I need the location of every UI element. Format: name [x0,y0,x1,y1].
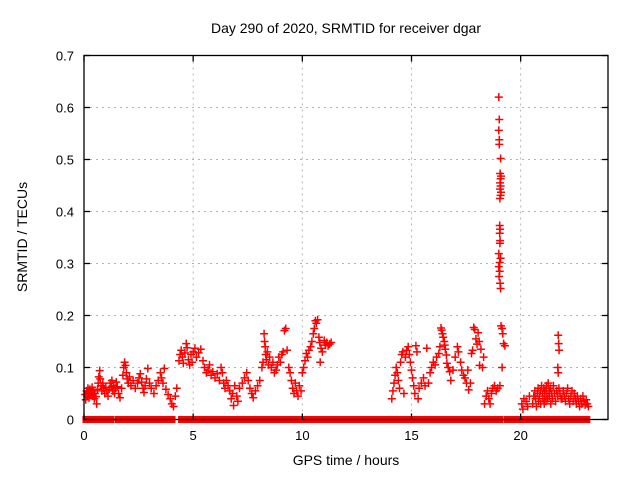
x-tick-label: 15 [404,428,418,443]
x-tick-label: 10 [295,428,309,443]
y-tick-label: 0.5 [56,153,74,168]
x-axis-label: GPS time / hours [292,452,400,468]
y-tick-label: 0.3 [56,257,74,272]
chart-title: Day 290 of 2020, SRMTID for receiver dga… [210,20,481,36]
plot-border [83,54,609,421]
scatter-points [81,93,593,414]
x-tick-label: 0 [80,428,87,443]
y-tick-label: 0.2 [56,309,74,324]
y-tick-label: 0.4 [56,205,74,220]
y-tick-label: 0.1 [56,361,74,376]
x-tick-label: 20 [513,428,527,443]
y-tick-label: 0.7 [56,49,74,64]
x-tick-label: 5 [190,428,197,443]
y-tick-label: 0 [67,413,74,428]
y-tick-label: 0.6 [56,101,74,116]
